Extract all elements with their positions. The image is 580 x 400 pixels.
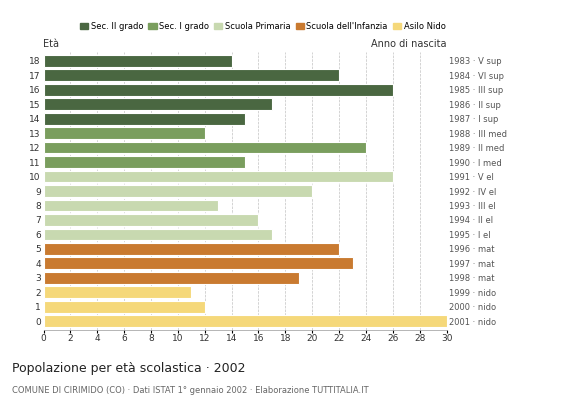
Legend: Sec. II grado, Sec. I grado, Scuola Primaria, Scuola dell'Infanzia, Asilo Nido: Sec. II grado, Sec. I grado, Scuola Prim… xyxy=(80,22,445,31)
Bar xyxy=(44,113,245,124)
Bar xyxy=(44,84,393,96)
Bar xyxy=(44,185,312,197)
Text: Età: Età xyxy=(44,39,60,49)
Bar xyxy=(44,200,218,212)
Bar xyxy=(44,243,339,255)
Bar xyxy=(44,258,353,269)
Bar xyxy=(44,301,205,313)
Bar xyxy=(44,286,191,298)
Bar xyxy=(44,315,447,327)
Bar xyxy=(44,228,272,240)
Bar xyxy=(44,127,205,139)
Text: Popolazione per età scolastica · 2002: Popolazione per età scolastica · 2002 xyxy=(12,362,245,375)
Bar xyxy=(44,142,366,154)
Bar xyxy=(44,55,231,67)
Bar xyxy=(44,170,393,182)
Bar xyxy=(44,98,272,110)
Text: COMUNE DI CIRIMIDO (CO) · Dati ISTAT 1° gennaio 2002 · Elaborazione TUTTITALIA.I: COMUNE DI CIRIMIDO (CO) · Dati ISTAT 1° … xyxy=(12,386,368,395)
Bar xyxy=(44,156,245,168)
Text: Anno di nascita: Anno di nascita xyxy=(371,39,447,49)
Bar xyxy=(44,272,299,284)
Bar xyxy=(44,214,259,226)
Bar xyxy=(44,69,339,81)
